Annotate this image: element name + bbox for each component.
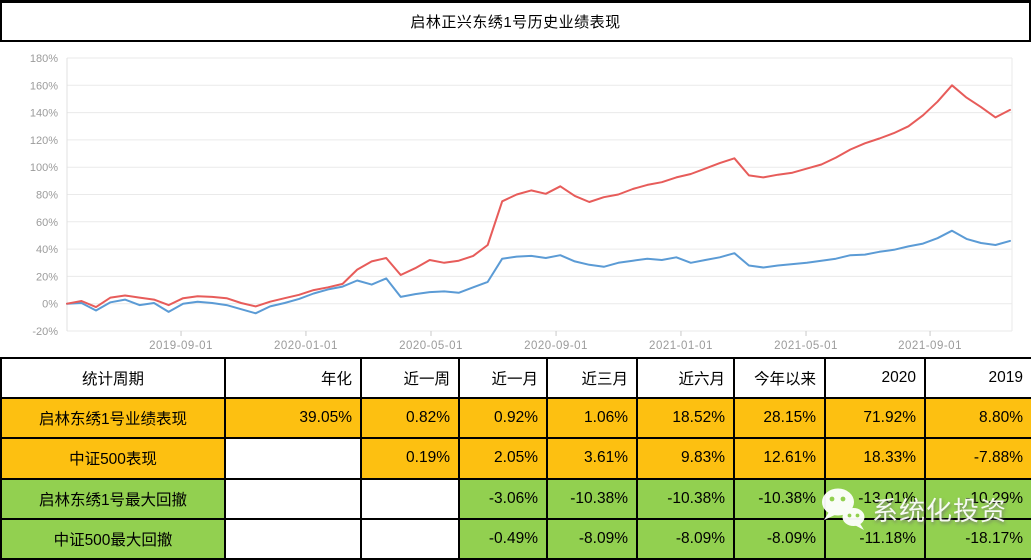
page-title: 启林正兴东绣1号历史业绩表现 xyxy=(410,14,621,31)
table-cell: -10.29% xyxy=(924,477,1031,520)
table-cell: 28.15% xyxy=(733,396,826,440)
table-header-row: 统计周期 年化 近一周 近一月 近三月 近六月 今年以来 2020 2019 xyxy=(0,357,1031,399)
table-cell xyxy=(224,437,362,480)
column-header: 2019 xyxy=(924,357,1031,399)
table-cell: 0.82% xyxy=(360,396,460,440)
column-header: 统计周期 xyxy=(0,357,226,399)
y-axis-label: 120% xyxy=(30,135,58,147)
table-cell: -8.09% xyxy=(546,517,638,560)
performance-chart-panel: 180% 160% 140% 120% 100% 80% 60% 40% 20% 0% -20% 20… xyxy=(0,42,1031,357)
table-cell: 0.19% xyxy=(360,437,460,480)
table-cell xyxy=(360,517,460,560)
x-axis-label: 2021-09-01 xyxy=(898,340,962,352)
y-axis-label: -20% xyxy=(32,326,58,338)
table-cell: -8.09% xyxy=(636,517,735,560)
table-cell xyxy=(360,477,460,520)
table-cell: -7.88% xyxy=(924,437,1031,480)
table-cell: 1.06% xyxy=(546,396,638,440)
column-header: 今年以来 xyxy=(733,357,826,399)
table-cell: -10.38% xyxy=(546,477,638,520)
y-axis-label: 100% xyxy=(30,162,58,174)
table-cell xyxy=(224,517,362,560)
table-cell: 3.61% xyxy=(546,437,638,480)
table-cell: -10.38% xyxy=(733,477,826,520)
y-axis-label: 20% xyxy=(36,271,58,283)
table-cell: 9.83% xyxy=(636,437,735,480)
x-axis-label: 2021-05-01 xyxy=(774,340,838,352)
table-cell: 39.05% xyxy=(224,396,362,440)
table-row: 中证500最大回撤 -0.49% -8.09% -8.09% -8.09% -11.18%… xyxy=(0,517,1031,560)
table-cell: -18.17% xyxy=(924,517,1031,560)
table-cell: 12.61% xyxy=(733,437,826,480)
y-axis-label: 160% xyxy=(30,80,58,92)
y-axis-label: 40% xyxy=(36,244,58,256)
column-header: 2020 xyxy=(824,357,926,399)
table-cell: -3.06% xyxy=(458,477,548,520)
x-axis-label: 2019-09-01 xyxy=(149,340,213,352)
table-cell: 71.92% xyxy=(824,396,926,440)
x-axis-label: 2020-09-01 xyxy=(524,340,588,352)
row-label: 启林东绣1号业绩表现 xyxy=(0,396,226,440)
row-label: 启林东绣1号最大回撤 xyxy=(0,477,226,520)
table-cell: 8.80% xyxy=(924,396,1031,440)
table-cell: 18.33% xyxy=(824,437,926,480)
column-header: 近一月 xyxy=(458,357,548,399)
table-cell: 0.92% xyxy=(458,396,548,440)
column-header: 近三月 xyxy=(546,357,638,399)
table-cell: -13.01% xyxy=(824,477,926,520)
column-header: 近六月 xyxy=(636,357,735,399)
table-cell: 2.05% xyxy=(458,437,548,480)
x-axis-label: 2021-01-01 xyxy=(649,340,713,352)
row-label: 中证500最大回撤 xyxy=(0,517,226,560)
y-axis-label: 180% xyxy=(30,53,58,65)
performance-chart: 180% 160% 140% 120% 100% 80% 60% 40% 20% 0% -20% 20… xyxy=(30,53,1013,352)
table-row: 启林东绣1号业绩表现 39.05% 0.82% 0.92% 1.06% 18.52% 28.… xyxy=(0,396,1031,440)
row-label: 中证500表现 xyxy=(0,437,226,480)
table-cell: -10.38% xyxy=(636,477,735,520)
column-header: 年化 xyxy=(224,357,362,399)
table-cell: -11.18% xyxy=(824,517,926,560)
table-cell xyxy=(224,477,362,520)
fund-performance-line xyxy=(66,84,1011,309)
column-header: 近一周 xyxy=(360,357,460,399)
table-cell: -8.09% xyxy=(733,517,826,560)
table-row: 中证500表现 0.19% 2.05% 3.61% 9.83% 12.61% 18.33% -… xyxy=(0,437,1031,480)
y-axis-label: 0% xyxy=(42,299,58,311)
table-cell: 18.52% xyxy=(636,396,735,440)
y-axis-label: 140% xyxy=(30,108,58,120)
performance-table: 统计周期 年化 近一周 近一月 近三月 近六月 今年以来 2020 2019 启林东绣1号业绩表… xyxy=(0,357,1031,560)
report-title-bar: 启林正兴东绣1号历史业绩表现 xyxy=(0,0,1031,42)
table-row: 启林东绣1号最大回撤 -3.06% -10.38% -10.38% -10.38% -13… xyxy=(0,477,1031,520)
x-axis-label: 2020-05-01 xyxy=(399,340,463,352)
y-axis-label: 80% xyxy=(36,190,58,202)
x-axis-label: 2020-01-01 xyxy=(274,340,338,352)
y-axis-label: 60% xyxy=(36,217,58,229)
table-cell: -0.49% xyxy=(458,517,548,560)
csi500-line xyxy=(66,229,1011,315)
